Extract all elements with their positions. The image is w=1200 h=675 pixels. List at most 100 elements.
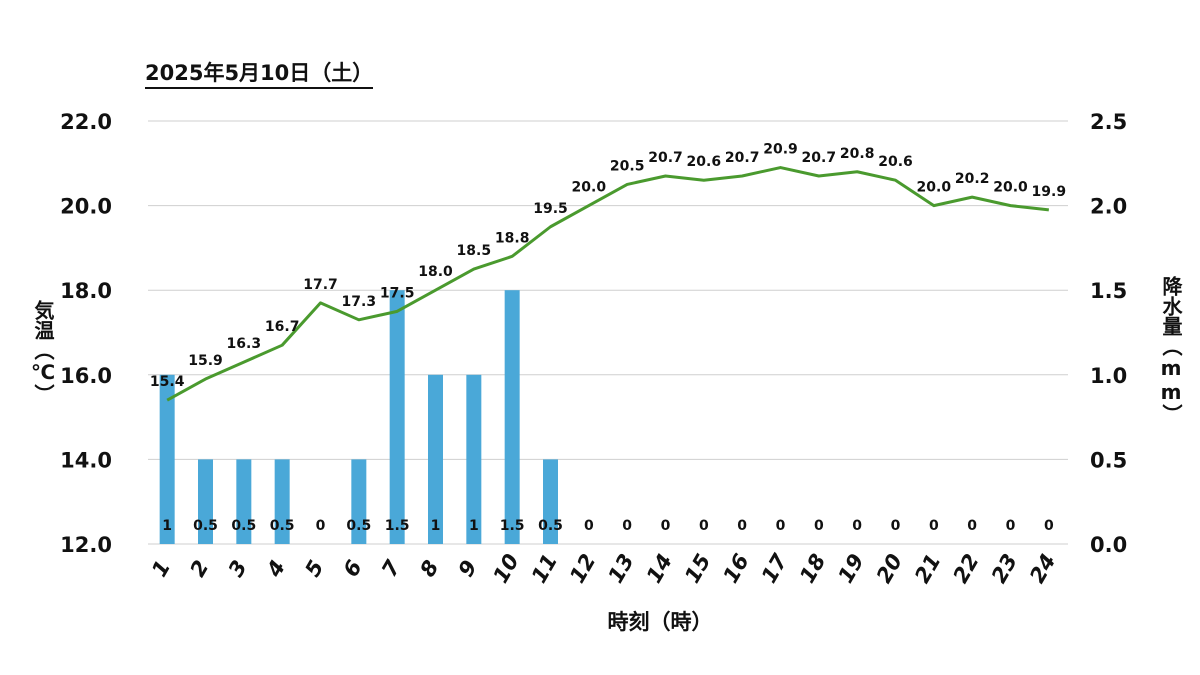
x-tick-label: 12: [565, 550, 600, 587]
x-tick-label: 22: [948, 550, 983, 587]
x-tick-label: 6: [339, 556, 367, 581]
precip-bar: [159, 374, 175, 544]
precip-data-label: 1.5: [385, 518, 410, 534]
precip-data-label: 0: [661, 518, 671, 534]
precip-bar: [504, 290, 520, 544]
x-tick-label: 13: [603, 550, 638, 587]
precip-bar: [389, 290, 405, 544]
precip-data-label: 0.5: [270, 518, 295, 534]
precip-data-label: 0: [814, 518, 824, 534]
x-tick-label: 2: [185, 556, 213, 581]
precip-data-label: 0: [699, 518, 709, 534]
precip-data-label: 0.5: [346, 518, 371, 534]
temperature-data-label: 20.7: [648, 150, 683, 166]
precip-data-label: 1: [162, 518, 172, 534]
precip-bar: [236, 459, 252, 544]
temperature-data-label: 18.8: [495, 230, 530, 246]
precip-data-label: 0: [737, 518, 747, 534]
y-tick-label-right: 1.5: [1090, 279, 1127, 303]
precip-data-label: 0.5: [538, 518, 563, 534]
precip-data-label: 0: [891, 518, 901, 534]
y-tick-label-right: 0.5: [1090, 448, 1127, 472]
precip-data-label: 0.5: [193, 518, 218, 534]
temperature-data-label: 20.6: [687, 154, 722, 170]
temperature-data-label: 20.0: [917, 180, 952, 196]
x-tick-label: 15: [680, 550, 715, 587]
x-tick-label: 3: [224, 556, 252, 581]
x-tick-label: 11: [527, 550, 562, 587]
temperature-data-label: 17.3: [342, 294, 377, 310]
x-tick-label: 14: [642, 550, 677, 587]
precip-data-label: 0: [852, 518, 862, 534]
y-tick-label-left: 20.0: [60, 195, 112, 219]
precip-bar: [198, 459, 213, 544]
x-tick-label: 24: [1025, 550, 1060, 587]
chart-title: 2025年5月10日（土）: [145, 60, 374, 89]
x-tick-label: 10: [488, 550, 523, 587]
temperature-data-label: 15.4: [150, 374, 185, 390]
precip-data-label: 0: [1006, 518, 1016, 534]
y-tick-label-right: 2.0: [1090, 195, 1127, 219]
x-tick-label: 19: [833, 550, 868, 587]
x-tick-label: 9: [454, 556, 482, 581]
precip-data-label: 0: [622, 518, 632, 534]
precip-bar: [428, 374, 443, 544]
y-axis-left-title: 気温（℃）: [31, 300, 55, 404]
x-tick-label: 16: [718, 550, 753, 587]
temperature-data-label: 20.7: [802, 150, 837, 166]
temperature-data-label: 15.9: [188, 353, 223, 369]
temperature-data-label: 20.2: [955, 171, 990, 187]
y-axis-right-title: 降水量（mm）: [1159, 276, 1183, 424]
precip-data-label: 0.5: [231, 518, 256, 534]
temperature-data-label: 20.0: [993, 180, 1028, 196]
x-tick-label: 7: [377, 556, 405, 581]
temperature-data-label: 16.3: [227, 336, 262, 352]
y-tick-label-left: 16.0: [60, 364, 112, 388]
y-tick-label-right: 2.5: [1090, 110, 1127, 134]
precip-data-label: 1.5: [500, 518, 525, 534]
y-tick-label-right: 1.0: [1090, 364, 1127, 388]
precip-data-label: 0: [776, 518, 786, 534]
x-tick-label: 23: [987, 550, 1022, 587]
y-tick-label-left: 12.0: [60, 533, 112, 557]
y-tick-label-left: 18.0: [60, 279, 112, 303]
precip-data-label: 0: [316, 518, 326, 534]
precip-bar: [274, 459, 290, 544]
x-tick-label: 17: [757, 550, 793, 588]
precip-data-label: 0: [584, 518, 594, 534]
temperature-data-label: 18.5: [457, 243, 492, 259]
temperature-data-label: 20.8: [840, 146, 875, 162]
x-tick-label: 18: [795, 550, 830, 587]
precip-bar: [351, 459, 367, 544]
temperature-data-label: 20.7: [725, 150, 760, 166]
x-tick-label: 5: [300, 556, 328, 581]
temperature-data-label: 17.5: [380, 285, 415, 301]
precip-data-label: 1: [431, 518, 441, 534]
temperature-data-label: 16.7: [265, 319, 300, 335]
temperature-data-label: 20.6: [878, 154, 913, 170]
precip-data-label: 0: [929, 518, 939, 534]
y-tick-label-right: 0.0: [1090, 533, 1127, 557]
x-axis-title: 時刻（時）: [607, 610, 713, 634]
precip-data-label: 0: [967, 518, 977, 534]
temperature-data-label: 19.9: [1032, 184, 1067, 200]
temperature-data-label: 18.0: [418, 264, 453, 280]
precip-bar: [466, 374, 482, 544]
temperature-data-label: 20.5: [610, 158, 645, 174]
temperature-data-label: 19.5: [533, 201, 568, 217]
x-tick-label: 4: [262, 556, 291, 582]
x-tick-label: 20: [872, 550, 907, 587]
y-tick-label-left: 14.0: [60, 448, 112, 472]
temperature-data-label: 17.7: [303, 277, 338, 293]
x-tick-label: 1: [147, 556, 175, 581]
x-tick-label: 8: [415, 556, 443, 581]
y-tick-label-left: 22.0: [60, 110, 112, 134]
precip-data-label: 0: [1044, 518, 1054, 534]
precip-data-label: 1: [469, 518, 479, 534]
temperature-data-label: 20.0: [572, 180, 607, 196]
temperature-line: [166, 166, 1049, 402]
x-tick-label: 21: [910, 550, 945, 587]
temperature-data-label: 20.9: [763, 142, 798, 158]
precip-bar: [543, 459, 558, 544]
